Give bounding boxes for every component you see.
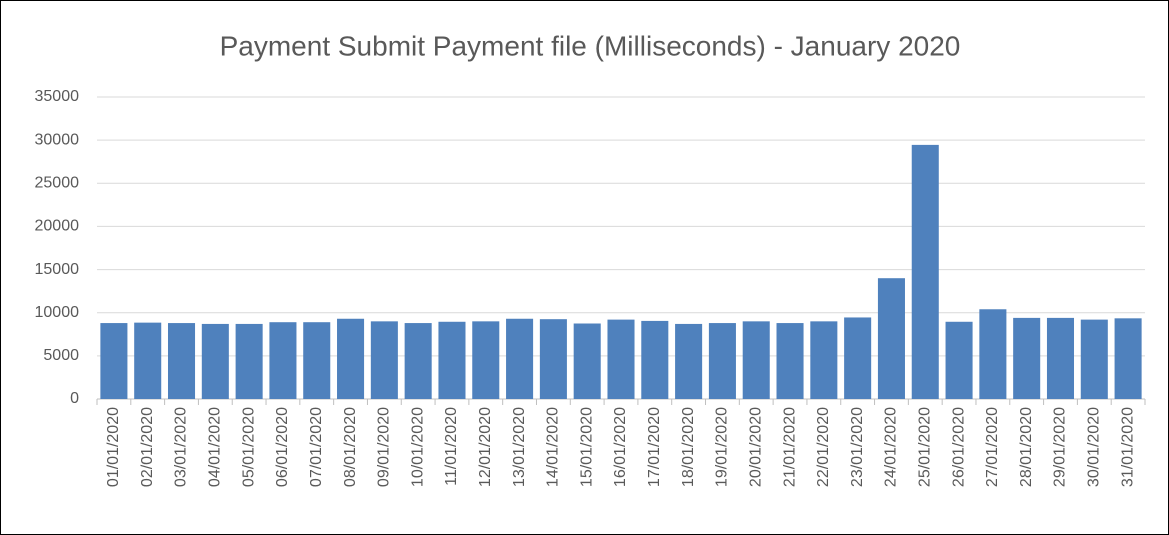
y-tick-label: 30000 xyxy=(35,131,80,148)
bar xyxy=(100,323,128,399)
bar xyxy=(438,321,466,399)
bar xyxy=(370,321,398,399)
bar xyxy=(539,319,567,399)
y-tick-label: 25000 xyxy=(35,175,80,192)
bar xyxy=(675,323,703,399)
bar xyxy=(844,317,872,399)
x-tick-label: 13/01/2020 xyxy=(511,407,528,487)
y-tick-label: 15000 xyxy=(35,261,80,278)
x-tick-label: 19/01/2020 xyxy=(714,407,731,487)
y-tick-label: 10000 xyxy=(35,304,80,321)
bar xyxy=(506,318,534,399)
bar xyxy=(573,323,601,399)
bar xyxy=(404,323,432,399)
x-tick-label: 12/01/2020 xyxy=(477,407,494,487)
x-tick-label: 31/01/2020 xyxy=(1119,407,1136,487)
bar xyxy=(945,321,973,399)
x-tick-label: 25/01/2020 xyxy=(916,407,933,487)
bar xyxy=(607,319,635,399)
x-tick-label: 28/01/2020 xyxy=(1018,407,1035,487)
x-tick-label: 23/01/2020 xyxy=(849,407,866,487)
y-tick-label: 5000 xyxy=(43,347,79,364)
x-tick-label: 08/01/2020 xyxy=(342,407,359,487)
x-tick-label: 03/01/2020 xyxy=(173,407,190,487)
x-tick-label: 04/01/2020 xyxy=(207,407,224,487)
x-tick-label: 01/01/2020 xyxy=(105,407,122,487)
chart-title: Payment Submit Payment file (Millisecond… xyxy=(220,30,961,61)
bar xyxy=(235,323,263,399)
x-tick-label: 10/01/2020 xyxy=(409,407,426,487)
x-tick-label: 22/01/2020 xyxy=(815,407,832,487)
bar xyxy=(1080,319,1108,399)
x-tick-label: 16/01/2020 xyxy=(612,407,629,487)
y-tick-label: 0 xyxy=(70,390,79,407)
bar xyxy=(1114,318,1142,399)
x-tick-label: 20/01/2020 xyxy=(747,407,764,487)
x-tick-label: 27/01/2020 xyxy=(984,407,1001,487)
bar xyxy=(877,278,905,399)
y-tick-label: 35000 xyxy=(35,88,80,105)
x-tick-label: 06/01/2020 xyxy=(274,407,291,487)
bar xyxy=(911,144,939,399)
x-tick-label: 29/01/2020 xyxy=(1052,407,1069,487)
y-tick-label: 20000 xyxy=(35,218,80,235)
bar xyxy=(337,318,365,399)
bar xyxy=(201,323,229,399)
x-tick-label: 15/01/2020 xyxy=(578,407,595,487)
bar xyxy=(979,309,1007,399)
bar xyxy=(472,321,500,399)
bar xyxy=(134,322,162,399)
bar xyxy=(1046,317,1075,399)
x-tick-label: 17/01/2020 xyxy=(646,407,663,487)
bar xyxy=(742,321,770,399)
bar xyxy=(641,320,669,399)
bar xyxy=(303,322,331,399)
x-tick-label: 14/01/2020 xyxy=(545,407,562,487)
x-tick-label: 30/01/2020 xyxy=(1086,407,1103,487)
x-tick-label: 07/01/2020 xyxy=(308,407,325,487)
x-tick-label: 09/01/2020 xyxy=(376,407,393,487)
x-tick-label: 24/01/2020 xyxy=(883,407,900,487)
bar xyxy=(810,321,838,399)
bar xyxy=(776,323,804,399)
x-tick-label: 18/01/2020 xyxy=(680,407,697,487)
bar xyxy=(269,322,297,399)
bar xyxy=(167,323,196,399)
x-tick-label: 02/01/2020 xyxy=(139,407,156,487)
x-tick-label: 26/01/2020 xyxy=(950,407,967,487)
x-tick-label: 05/01/2020 xyxy=(240,407,257,487)
bar xyxy=(708,323,736,399)
x-tick-label: 11/01/2020 xyxy=(443,407,460,486)
bar xyxy=(1013,317,1041,399)
x-tick-label: 21/01/2020 xyxy=(781,407,798,487)
